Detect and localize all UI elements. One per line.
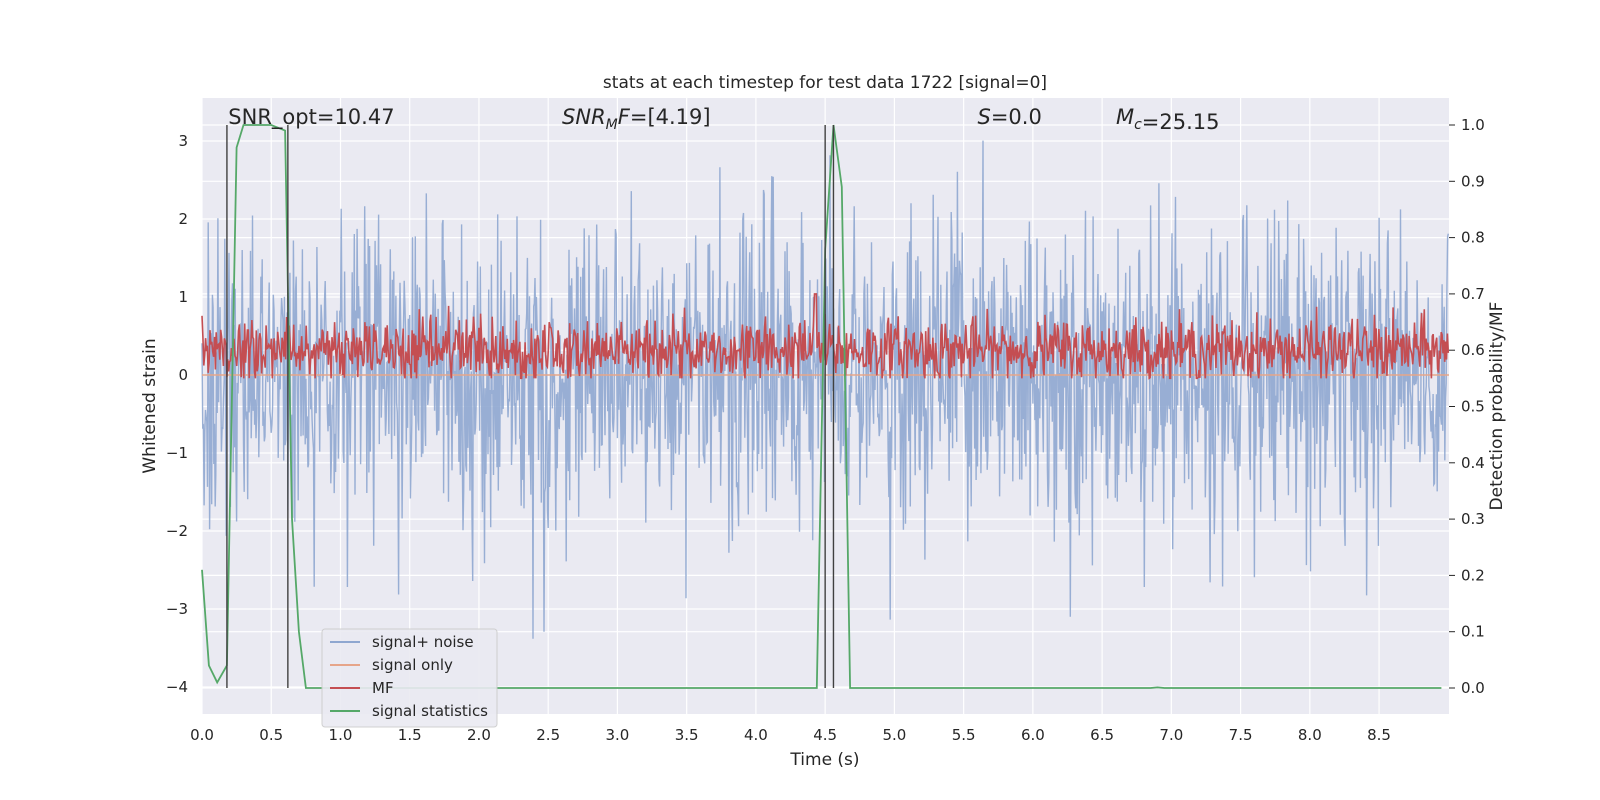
legend-label-signal-only: signal only	[372, 656, 453, 674]
legend-label-signal-noise: signal+ noise	[372, 633, 474, 651]
y-tick-label: −2	[166, 522, 188, 540]
y-right-tick-label: 0.5	[1461, 398, 1485, 416]
y-tick-label: 3	[178, 132, 188, 150]
x-tick-label: 8.0	[1298, 726, 1322, 744]
x-tick-label: 7.5	[1229, 726, 1253, 744]
x-tick-label: 2.0	[467, 726, 491, 744]
y-tick-label: 2	[178, 210, 188, 228]
y-right-tick-label: 0.3	[1461, 510, 1485, 528]
y-right-tick-label: 0.7	[1461, 285, 1485, 303]
y-tick-label: 0	[178, 366, 188, 384]
y-right-tick-label: 1.0	[1461, 116, 1485, 134]
x-tick-label: 8.5	[1367, 726, 1391, 744]
x-tick-label: 6.0	[1021, 726, 1045, 744]
legend: signal+ noise signal only MF signal statist…	[321, 628, 498, 728]
x-tick-label: 0.5	[259, 726, 283, 744]
y-right-tick-label: 0.6	[1461, 341, 1485, 359]
y-right-tick-label: 0.8	[1461, 229, 1485, 247]
annotation-text: SNR_opt=10.47	[228, 105, 394, 130]
y-axis-label: Whitened strain	[140, 338, 160, 473]
x-tick-label: 4.0	[744, 726, 768, 744]
vline-layer	[226, 125, 835, 688]
y-right-tick-label: 0.4	[1461, 454, 1485, 472]
annotation-text: SNRMF=[4.19]	[562, 105, 711, 133]
x-axis-label: Time (s)	[789, 750, 859, 770]
x-tick-label: 1.5	[398, 726, 422, 744]
x-tick-label: 1.0	[329, 726, 353, 744]
y-right-tick-label: 0.0	[1461, 679, 1485, 697]
y-tick-label: −4	[166, 678, 188, 696]
x-tick-label: 2.5	[536, 726, 560, 744]
y-tick-label: −3	[166, 600, 188, 618]
y-right-tick-label: 0.9	[1461, 172, 1485, 190]
x-tick-label: 3.0	[606, 726, 630, 744]
chart-title: stats at each timestep for test data 172…	[603, 73, 1047, 93]
annotation-text: Mc=25.15	[1116, 105, 1220, 134]
y-right-tick-label: 0.2	[1461, 566, 1485, 584]
y-axis-right-label: Detection probability/MF	[1487, 302, 1507, 511]
annotation-text: S=0.0	[977, 105, 1041, 129]
x-tick-label: 5.0	[882, 726, 906, 744]
x-tick-label: 3.5	[675, 726, 699, 744]
y-tick-label: 1	[178, 288, 188, 306]
y-tick-label: −1	[166, 444, 188, 462]
legend-box	[321, 628, 498, 728]
x-tick-label: 0.0	[190, 726, 214, 744]
tick-layer: 0.0 0.5 1.0 1.5 2.0 2.5 3.0 3.5 4.0 4.5 5.0 5.5 6.0 6…	[166, 116, 1485, 744]
x-tick-label: 7.0	[1159, 726, 1183, 744]
series-line-signal-statistics	[201, 124, 1442, 689]
x-tick-label: 4.5	[813, 726, 837, 744]
x-tick-label: 6.5	[1090, 726, 1114, 744]
annotation-layer: SNR_opt=10.47 SNRMF=[4.19] S=0.0 Mc=25.15	[228, 105, 1219, 134]
legend-label-mf: MF	[372, 679, 394, 697]
x-tick-label: 5.5	[952, 726, 976, 744]
y-right-tick-label: 0.1	[1461, 623, 1485, 641]
legend-label-signal-statistics: signal statistics	[372, 702, 488, 720]
